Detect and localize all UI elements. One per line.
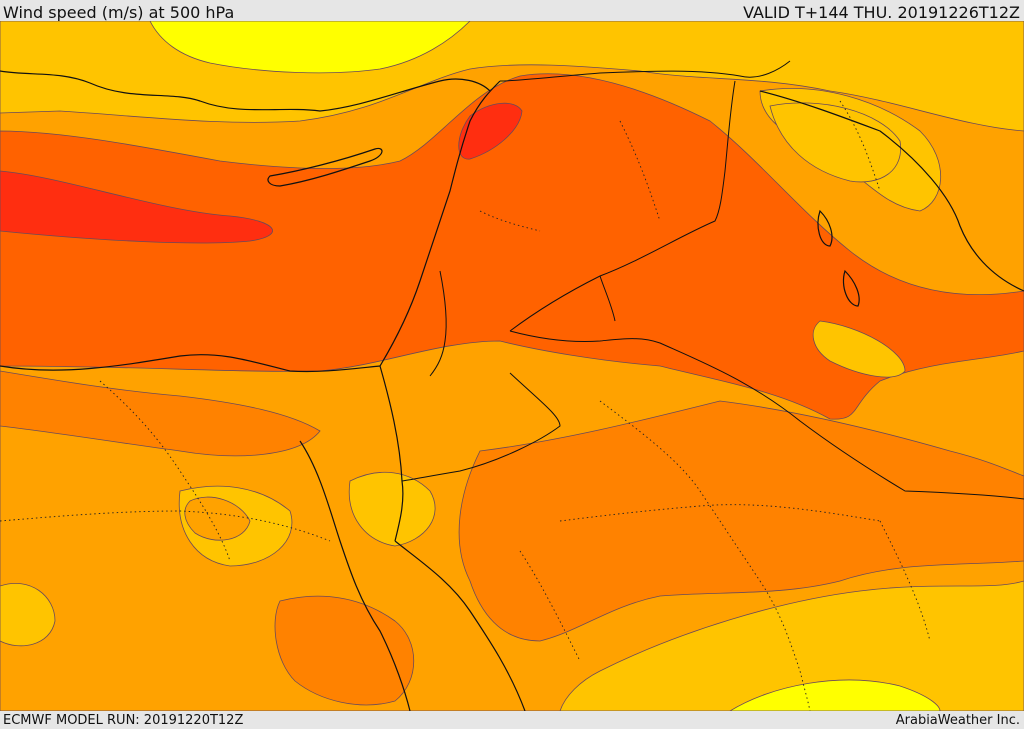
speed-band-yellow-north — [149, 21, 471, 74]
model-run-label: ECMWF MODEL RUN: 20191220T12Z — [3, 713, 244, 728]
map-title: Wind speed (m/s) at 500 hPa — [3, 3, 235, 22]
coastlines — [0, 70, 1024, 711]
speed-band-dark-orange-south — [458, 400, 1024, 642]
speed-band-red-core — [0, 170, 273, 244]
speed-band-light-orange-sinai — [348, 471, 436, 547]
wind-speed-fill — [0, 21, 1024, 711]
speed-band-red-core-levant — [458, 102, 523, 160]
province-borders — [0, 100, 931, 711]
credit-label: ArabiaWeather Inc. — [895, 713, 1020, 728]
country-borders — [401, 60, 1024, 500]
wind-speed-map — [0, 21, 1024, 711]
speed-band-light-orange-iraq — [769, 102, 902, 183]
speed-band-dark-orange-red-sea — [274, 595, 414, 706]
speed-band-orange-sinai-inner — [184, 496, 251, 541]
speed-band-light-orange-west — [0, 583, 56, 647]
speed-band-yellow-south — [729, 679, 941, 711]
speed-band-dark-orange-southwest — [0, 370, 321, 457]
valid-time: VALID T+144 THU. 20191226T12Z — [743, 3, 1020, 22]
speed-band-light-orange-iran — [812, 320, 906, 378]
